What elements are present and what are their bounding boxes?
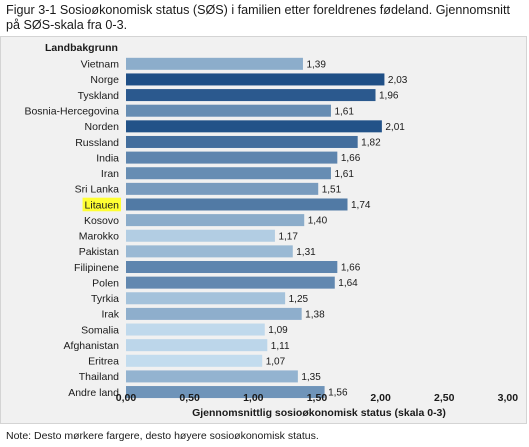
chart-panel: Landbakgrunn Vietnam 1,39 Norge 2,03 Tysklan… — [0, 36, 527, 424]
bars-layer: Vietnam 1,39 Norge 2,03 Tyskland 1,96 Bosnia-H… — [24, 57, 408, 399]
bar-india — [126, 151, 338, 164]
value-label-eritrea: 1,07 — [266, 356, 286, 367]
category-label-thailand: Thailand — [79, 371, 119, 383]
category-label-russland: Russland — [75, 137, 119, 149]
bar-eritrea — [126, 354, 263, 367]
category-label-andre-land: Andre land — [68, 387, 119, 399]
bar-polen — [126, 276, 335, 289]
value-label-afghanistan: 1,11 — [271, 341, 290, 352]
category-label-tyrkia: Tyrkia — [91, 293, 119, 305]
category-label-norden: Norden — [85, 121, 120, 133]
value-label-bosnia-hercegovina: 1,61 — [334, 106, 354, 117]
figure-note: Note: Desto mørkere fargere, desto høyer… — [6, 430, 319, 442]
bar-somalia — [126, 323, 265, 336]
category-label-irak: Irak — [101, 309, 119, 321]
bar-pakistan — [126, 245, 293, 258]
category-label-tyskland: Tyskland — [78, 90, 120, 102]
bar-russland — [126, 135, 358, 148]
value-label-iran: 1,61 — [334, 169, 354, 180]
highlight-marker — [82, 197, 121, 212]
category-label-vietnam: Vietnam — [81, 59, 120, 71]
bar-norge — [126, 73, 385, 86]
value-label-sri-lanka: 1,51 — [322, 184, 342, 195]
category-label-bosnia-hercegovina: Bosnia-Hercegovina — [24, 106, 119, 118]
category-label-india: India — [96, 152, 119, 164]
category-axis-title: Landbakgrunn — [45, 42, 118, 54]
category-label-norge: Norge — [90, 74, 119, 86]
bar-tyrkia — [126, 292, 286, 305]
category-label-pakistan: Pakistan — [79, 246, 119, 258]
x-tick-2-50: 2,50 — [434, 392, 455, 404]
bar-bosnia-hercegovina — [126, 104, 331, 117]
value-label-pakistan: 1,31 — [296, 247, 316, 258]
x-axis-title: Gjennomsnittlig sosioøkonomisk status (s… — [192, 407, 446, 419]
category-label-filipinene: Filipinene — [74, 262, 119, 274]
value-label-marokko: 1,17 — [278, 231, 298, 242]
value-label-norge: 2,03 — [388, 75, 408, 86]
value-label-irak: 1,38 — [305, 309, 325, 320]
value-label-india: 1,66 — [341, 153, 361, 164]
value-label-vietnam: 1,39 — [306, 59, 326, 70]
x-tick-0-00: 0,00 — [116, 392, 137, 404]
value-label-tyrkia: 1,25 — [289, 294, 309, 305]
bar-chart: Landbakgrunn Vietnam 1,39 Norge 2,03 Tysklan… — [24, 42, 518, 419]
x-tick-0-50: 0,50 — [179, 392, 200, 404]
bar-thailand — [126, 370, 298, 383]
value-label-filipinene: 1,66 — [341, 263, 361, 274]
bar-tyskland — [126, 89, 376, 102]
bar-marokko — [126, 229, 275, 242]
figure-title: Figur 3-1 Sosioøkonomisk status (SØS) i … — [6, 3, 510, 32]
category-label-kosovo: Kosovo — [84, 215, 119, 227]
category-label-afghanistan: Afghanistan — [64, 340, 120, 352]
x-tick-2-00: 2,00 — [370, 392, 391, 404]
x-axis-ticks: 0,00 0,50 1,00 1,50 2,00 2,50 3,00 — [116, 392, 518, 404]
x-tick-1-00: 1,00 — [243, 392, 264, 404]
value-label-russland: 1,82 — [361, 138, 381, 149]
category-label-iran: Iran — [101, 168, 119, 180]
value-label-litauen: 1,74 — [351, 200, 371, 211]
bar-kosovo — [126, 214, 305, 227]
bar-filipinene — [126, 261, 338, 274]
value-label-kosovo: 1,40 — [308, 216, 328, 227]
category-label-somalia: Somalia — [81, 324, 119, 336]
value-label-thailand: 1,35 — [301, 372, 321, 383]
category-label-sri-lanka: Sri Lanka — [75, 184, 120, 196]
bar-litauen — [126, 198, 348, 211]
category-label-litauen: Litauen — [85, 199, 120, 211]
bar-afghanistan — [126, 339, 268, 352]
bar-vietnam — [126, 57, 303, 70]
bar-norden — [126, 120, 382, 133]
value-label-norden: 2,01 — [385, 122, 405, 133]
value-label-polen: 1,64 — [338, 278, 358, 289]
x-tick-1-50: 1,50 — [307, 392, 328, 404]
category-label-marokko: Marokko — [79, 231, 119, 243]
value-label-andre-land: 1,56 — [328, 388, 348, 399]
x-tick-3-00: 3,00 — [498, 392, 519, 404]
bar-andre-land — [126, 386, 325, 399]
value-label-somalia: 1,09 — [268, 325, 288, 336]
bar-irak — [126, 307, 302, 320]
value-label-tyskland: 1,96 — [379, 91, 399, 102]
bar-sri-lanka — [126, 182, 319, 195]
category-label-polen: Polen — [92, 277, 119, 289]
category-label-eritrea: Eritrea — [88, 356, 119, 368]
bar-iran — [126, 167, 331, 180]
